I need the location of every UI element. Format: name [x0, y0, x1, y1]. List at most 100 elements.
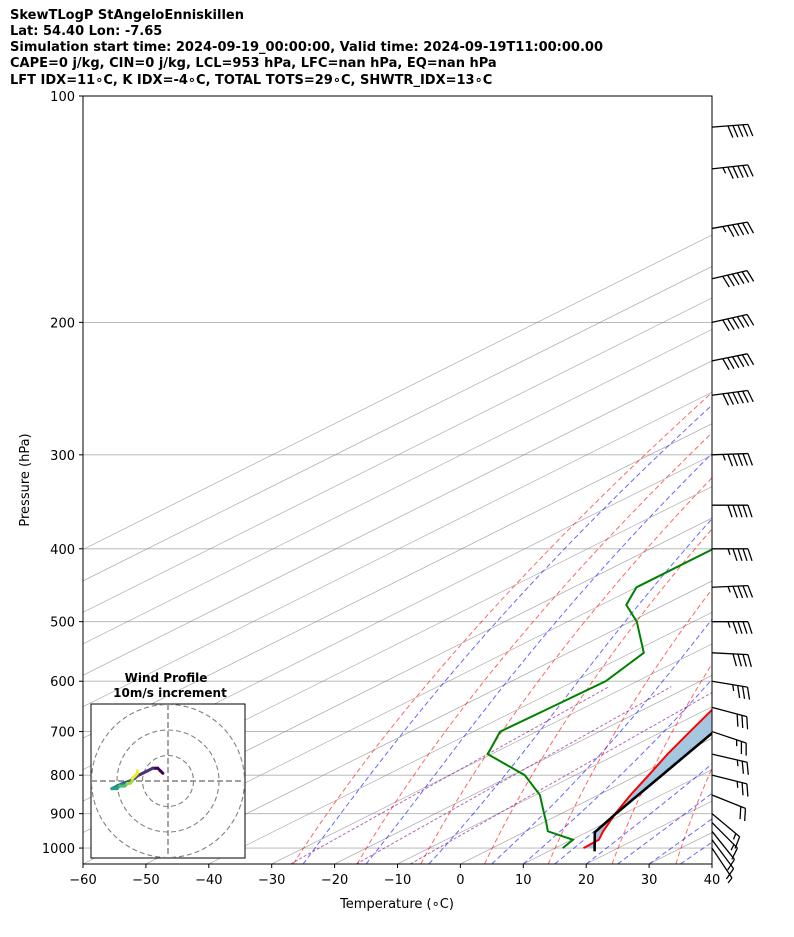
barb-shaft	[711, 680, 748, 688]
barb-flag	[722, 393, 730, 406]
barb-flag	[727, 274, 735, 287]
parcel-profile	[593, 731, 712, 852]
barb-flag	[741, 782, 744, 796]
barb-flag	[747, 504, 753, 518]
barb-flag	[737, 124, 744, 138]
barb-flag	[746, 270, 755, 282]
wind-barb	[711, 839, 735, 880]
wind-barb	[711, 353, 755, 371]
barb-shaft	[711, 774, 748, 785]
barb-flag	[742, 548, 748, 561]
wind-barb	[711, 313, 755, 332]
dry-adiabat	[611, 662, 712, 864]
barb-half-flag	[736, 759, 739, 767]
barb-flag	[737, 685, 741, 699]
isotherm-gridline	[83, 360, 712, 676]
barb-shaft	[711, 753, 748, 763]
moist-adiabat	[491, 618, 712, 864]
moist-adiabat	[617, 792, 712, 864]
barb-half-flag	[732, 833, 737, 840]
barb-flag	[747, 453, 754, 466]
barb-shaft	[711, 847, 733, 879]
wind-barb	[711, 452, 754, 467]
barb-flag	[737, 453, 744, 466]
wind-barb	[711, 123, 754, 138]
moist-adiabat	[648, 818, 712, 864]
y-tick-label: 400	[50, 543, 75, 558]
title-line-station: SkewTLogP StAngeloEnniskillen	[10, 8, 244, 23]
barb-half-flag	[722, 454, 726, 461]
barb-shaft	[711, 584, 748, 588]
barb-shaft	[711, 389, 748, 396]
barb-flag	[742, 165, 749, 178]
barb-flag	[737, 165, 744, 178]
moist-adiabat	[365, 452, 712, 864]
hodograph-title: Wind Profile	[125, 671, 208, 685]
x-tick-label: 0	[456, 873, 464, 888]
barb-flag	[727, 454, 734, 467]
mixing-ratio-line	[290, 686, 610, 864]
isotherm-gridline	[83, 234, 712, 550]
barb-flag	[746, 762, 749, 775]
dry-adiabat	[292, 391, 712, 864]
hodograph-area	[91, 704, 245, 858]
barb-flag	[742, 390, 749, 403]
barb-half-flag	[722, 226, 727, 233]
moist-adiabat	[428, 518, 712, 864]
isotherm-gridline	[523, 769, 712, 864]
barb-flag	[732, 586, 739, 599]
barb-flag	[727, 504, 733, 518]
wind-barb	[711, 822, 739, 860]
wind-barb	[711, 753, 749, 775]
x-tick-label: −40	[195, 873, 222, 888]
isotherm-gridline	[83, 391, 712, 708]
isotherm-gridline	[334, 674, 712, 864]
dry-adiabat	[547, 588, 712, 864]
barb-flag	[747, 164, 754, 177]
barb-flag	[747, 124, 754, 137]
mixing-ratio-line	[410, 691, 712, 864]
mixing-ratio-line	[356, 686, 672, 864]
wind-barb	[711, 813, 741, 849]
y-tick-label: 700	[50, 726, 75, 741]
barb-flag	[722, 275, 730, 288]
barb-shaft	[711, 652, 748, 656]
barb-shaft	[711, 794, 746, 809]
barb-flag	[741, 271, 750, 283]
barb-flag	[727, 357, 735, 370]
barb-half-flag	[730, 844, 735, 851]
wind-barb	[711, 269, 755, 288]
barb-flag	[741, 315, 750, 327]
barb-flag	[747, 654, 752, 667]
barb-flag	[731, 847, 739, 860]
barb-flag	[747, 390, 754, 403]
barb-flag	[737, 223, 745, 236]
barb-shaft	[711, 730, 747, 744]
barb-flag	[725, 868, 735, 880]
hodograph-subtitle: 10m/s increment	[113, 686, 227, 700]
barb-flag	[746, 783, 749, 797]
barb-flag	[744, 808, 747, 822]
wind-barb	[711, 652, 752, 667]
y-tick-label: 100	[50, 90, 75, 105]
title-line-cape: CAPE=0 j/kg, CIN=0 j/kg, LCL=953 hPa, LF…	[10, 56, 497, 71]
barb-flag	[732, 224, 740, 237]
isotherm-gridline	[83, 423, 712, 739]
barb-flag	[727, 125, 734, 138]
wind-barb	[711, 584, 754, 599]
barb-shaft	[711, 706, 747, 718]
barb-flag	[727, 166, 734, 179]
barb-flag	[737, 391, 744, 404]
barb-flag	[732, 392, 739, 405]
reference-lines	[83, 96, 712, 864]
barb-shaft	[711, 221, 748, 230]
barb-shaft	[711, 830, 735, 860]
barb-shaft	[711, 123, 748, 128]
barb-shaft	[711, 353, 748, 362]
barb-flag	[747, 621, 753, 634]
dry-adiabat	[484, 528, 712, 864]
dry-adiabat	[356, 432, 712, 864]
isotherm-gridline	[83, 266, 712, 582]
barb-flag	[736, 272, 745, 284]
